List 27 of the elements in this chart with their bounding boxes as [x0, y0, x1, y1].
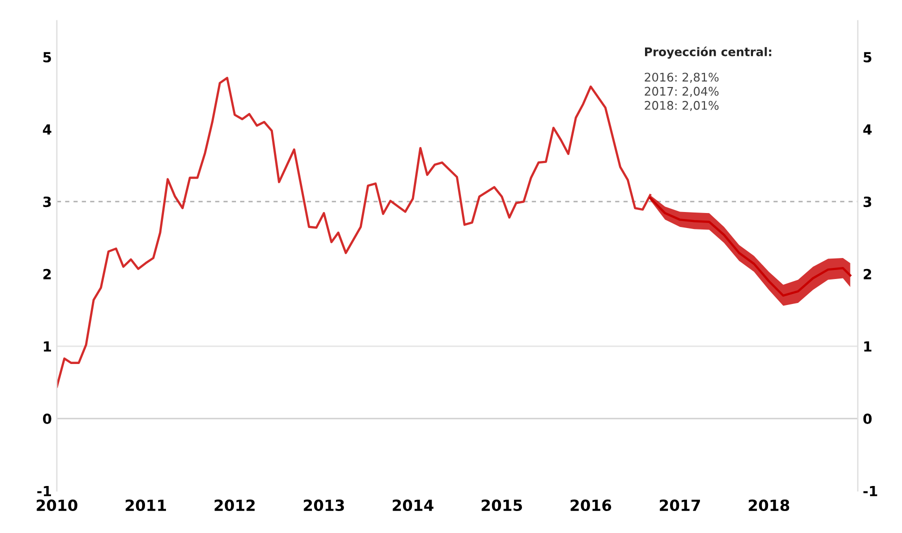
y2-tick-label: 3 — [864, 196, 872, 208]
x-tick-label: 2017 — [660, 499, 700, 512]
x-tick-label: 2012 — [214, 499, 255, 512]
y-tick-label: 1 — [44, 341, 52, 352]
annotation: Proyección central: — [645, 46, 772, 59]
annotation: 2016: 2,81% — [644, 72, 719, 83]
y2-tick-label: 0 — [863, 414, 872, 424]
y2-tick-label: 5 — [864, 52, 872, 62]
y-tick-label: -1 — [37, 486, 52, 496]
annotation: 2017: 2,04% — [644, 86, 719, 97]
y-tick-label: 4 — [42, 124, 52, 135]
y-tick-label: 2 — [43, 268, 51, 280]
y2-tick-label: 1 — [864, 341, 872, 352]
x-tick-label: 2014 — [392, 499, 434, 512]
x-tick-label: 2010 — [36, 499, 78, 512]
y2-tick-label: -1 — [863, 486, 878, 496]
y-tick-label: 3 — [43, 196, 51, 208]
x-tick-label: 2018 — [748, 499, 790, 512]
x-tick-label: 2016 — [570, 499, 612, 512]
x-tick-label: 2011 — [126, 499, 166, 512]
y2-tick-label: 2 — [864, 268, 872, 280]
x-tick-label: 2013 — [304, 499, 344, 512]
y2-tick-label: 4 — [863, 124, 872, 135]
y-tick-label: 5 — [43, 52, 51, 62]
annotation: 2018: 2,01% — [644, 100, 719, 112]
y-tick-label: 0 — [42, 414, 52, 424]
x-tick-label: 2015 — [482, 499, 522, 512]
